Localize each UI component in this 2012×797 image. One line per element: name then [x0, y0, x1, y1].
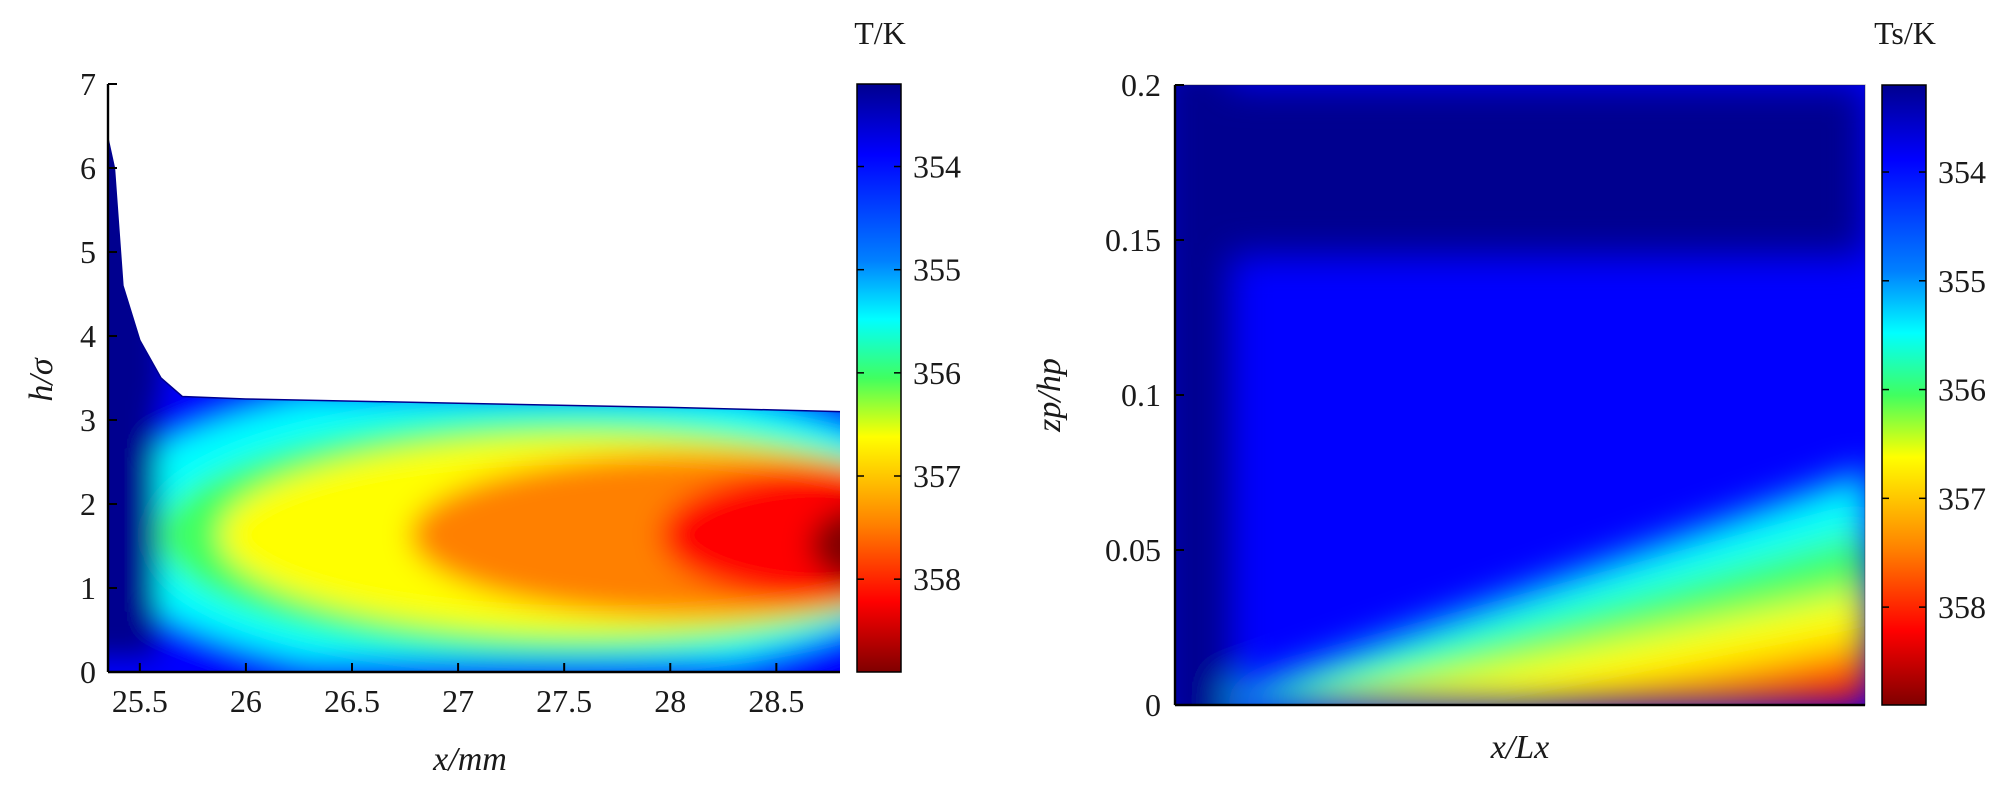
right-y-axis-label: zp/hp: [1031, 358, 1068, 433]
left-y-tick-label: 2: [80, 486, 96, 522]
left-colorbar-tick-label: 357: [913, 458, 961, 494]
right-y-tick-label: 0.05: [1105, 532, 1161, 568]
right-heatmap-panel: 00.050.10.150.2 x/Lx zp/hp 3543553563573…: [1031, 15, 1986, 766]
left-y-tick-label: 6: [80, 150, 96, 186]
left-free-surface-outline: [107, 138, 841, 413]
left-x-tick-label: 27.5: [536, 683, 592, 719]
left-colorbar-tick-label: 354: [913, 149, 961, 185]
right-y-tick-label: 0: [1145, 687, 1161, 723]
right-y-tick-label: 0.15: [1105, 222, 1161, 258]
left-x-tick-label: 25.5: [112, 683, 168, 719]
right-colorbar-title: Ts/K: [1874, 15, 1936, 51]
left-colorbar-tick-label: 358: [913, 561, 961, 597]
left-x-tick-label: 27: [442, 683, 474, 719]
left-y-tick-label: 1: [80, 570, 96, 606]
right-y-ticks: 0 0.05 0.1 0.15 0.2: [1105, 67, 1184, 723]
left-y-tick-label: 4: [80, 318, 96, 354]
left-x-tick-label: 26.5: [324, 683, 380, 719]
right-colorbar-tick-label: 354: [1938, 154, 1986, 190]
right-x-axis-label: x/Lx: [1490, 729, 1550, 766]
left-x-tick-label: 28: [654, 683, 686, 719]
left-x-ticks: 25.5 26 26.5 27 27.5 28 28.5: [112, 663, 804, 719]
left-y-ticks: 0 1 2 3 4 5 6 7: [80, 66, 117, 690]
right-colorbar-ticks: 354 355 356 357 358: [1882, 154, 1986, 625]
left-y-axis-label: h/σ: [23, 357, 60, 401]
right-colorbar-tick-label: 355: [1938, 263, 1986, 299]
right-colorbar: 354 355 356 357 358 Ts/K: [1874, 15, 1986, 706]
left-colorbar-ticks: 354 355 356 357 358: [857, 149, 961, 597]
right-y-tick-label: 0.1: [1121, 377, 1161, 413]
left-y-tick-label: 0: [80, 654, 96, 690]
left-colorbar: 354 355 356 357 358 T/K: [854, 15, 961, 673]
left-y-tick-label: 5: [80, 234, 96, 270]
left-y-tick-label: 3: [80, 402, 96, 438]
left-heatmap-panel: 0 1 2 3 4 5 6 7 25.5 26 26.5 27 27.5 28 28.5 x/mm h/σ…: [23, 15, 961, 778]
left-x-axis-label: x/mm: [432, 741, 507, 778]
right-y-tick-label: 0.2: [1121, 67, 1161, 103]
right-colorbar-tick-label: 356: [1938, 372, 1986, 408]
left-x-tick-label: 26: [230, 683, 262, 719]
left-y-tick-label: 7: [80, 66, 96, 102]
left-colorbar-tick-label: 356: [913, 355, 961, 391]
left-x-tick-label: 28.5: [748, 683, 804, 719]
right-colorbar-tick-label: 358: [1938, 589, 1986, 625]
left-colorbar-title: T/K: [854, 15, 906, 51]
right-colorbar-tick-label: 357: [1938, 480, 1986, 516]
left-colorbar-tick-label: 355: [913, 252, 961, 288]
right-temperature-field: [1175, 85, 1865, 705]
